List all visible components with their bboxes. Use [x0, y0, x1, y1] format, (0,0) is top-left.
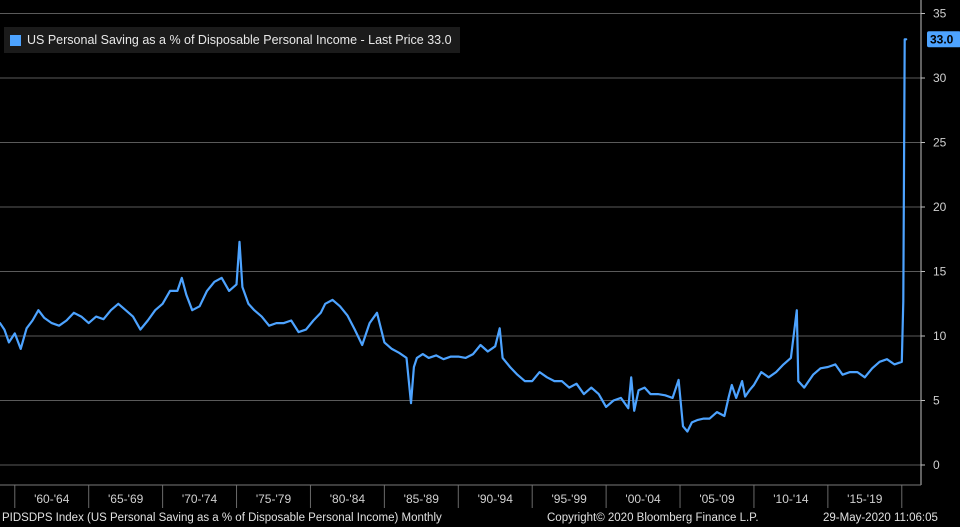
ytick-label-35: 35 [933, 7, 947, 21]
ytick-label-25: 25 [933, 136, 947, 150]
footer-index-description: PIDSDPS Index (US Personal Saving as a %… [2, 512, 442, 524]
ytick-label-15: 15 [933, 265, 947, 279]
xtick-label-7: '95-'99 [552, 492, 588, 506]
footer-bar: PIDSDPS Index (US Personal Saving as a %… [0, 511, 960, 527]
ytick-label-20: 20 [933, 200, 947, 214]
legend-swatch [10, 34, 21, 46]
last-value-badge [927, 31, 960, 48]
xtick-label-5: '85-'89 [404, 492, 440, 506]
xtick-label-2: '70-'74 [182, 492, 218, 506]
ytick-label-10: 10 [933, 329, 947, 343]
xtick-label-9: '05-'09 [699, 492, 735, 506]
ytick-label-0: 0 [933, 458, 940, 472]
legend-label: US Personal Saving as a % of Disposable … [27, 33, 452, 47]
y-axis-ticks: 0 5 10 15 20 25 30 35 [921, 7, 947, 472]
x-axis-ticks: '60-'64 '65-'69 '70-'74 '75-'79 '80-'84 '85-'… [34, 492, 883, 506]
xtick-label-11: '15-'19 [847, 492, 883, 506]
last-value-text: 33.0 [930, 32, 954, 46]
last-value-marker: 33.0 [927, 31, 960, 48]
legend[interactable]: US Personal Saving as a % of Disposable … [4, 27, 460, 53]
xtick-label-3: '75-'79 [256, 492, 292, 506]
ytick-label-30: 30 [933, 71, 947, 85]
xtick-label-10: '10-'14 [773, 492, 809, 506]
xtick-label-6: '90-'94 [478, 492, 514, 506]
gridlines [0, 13, 921, 466]
footer-timestamp: 29-May-2020 11:06:05 [823, 512, 938, 524]
xtick-label-0: '60-'64 [34, 492, 70, 506]
xtick-label-8: '00-'04 [625, 492, 661, 506]
series-line-personal-saving [0, 38, 908, 433]
ytick-label-5: 5 [933, 394, 940, 408]
x-period-separators [14, 485, 903, 508]
footer-copyright: Copyright© 2020 Bloomberg Finance L.P. [547, 512, 759, 524]
xtick-label-1: '65-'69 [108, 492, 144, 506]
xtick-label-4: '80-'84 [330, 492, 366, 506]
